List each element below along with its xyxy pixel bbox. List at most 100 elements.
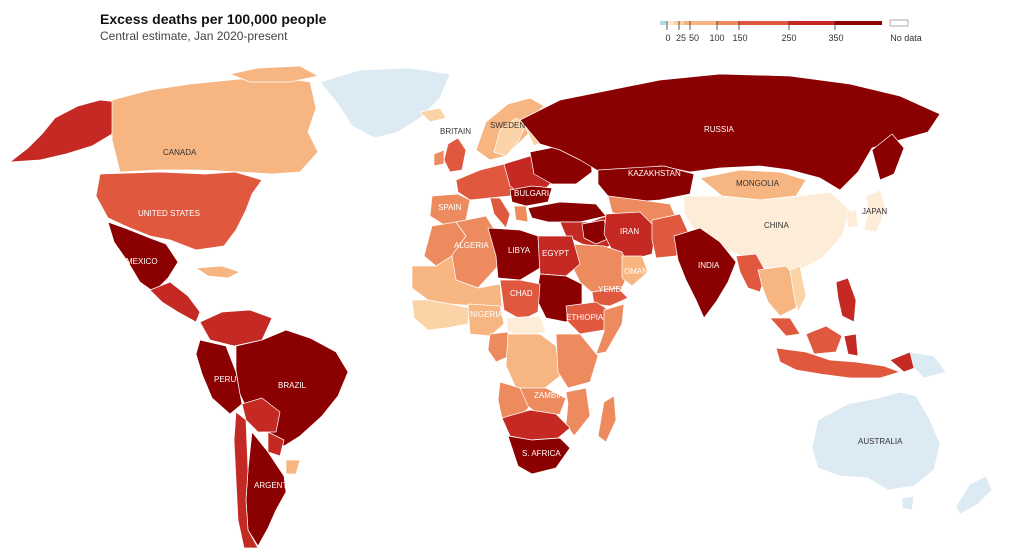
united-states [95, 171, 263, 251]
label-mexico: MEXICO [126, 257, 158, 266]
libya [487, 227, 541, 281]
legend-tick-50: 50 [689, 33, 699, 43]
label-iran: IRAN [620, 227, 639, 236]
country-labels: CANADA UNITED STATES MEXICO PERU BRAZIL … [126, 121, 903, 490]
new-zealand [955, 475, 993, 515]
east-africa [555, 333, 599, 389]
chart-header: Excess deaths per 100,000 people Central… [100, 10, 326, 44]
southeast-asia [757, 265, 801, 317]
philippines [835, 277, 857, 323]
label-argentina: ARGENTINA [254, 481, 301, 490]
label-zambia: ZAMBIA [534, 391, 564, 400]
tasmania [901, 495, 915, 511]
chile [233, 411, 259, 549]
mexico [107, 221, 179, 293]
legend-tick-150: 150 [732, 33, 747, 43]
legend-tick-250: 250 [781, 33, 796, 43]
legend-swatch-50-100 [684, 21, 717, 25]
map-title: Excess deaths per 100,000 people [100, 11, 327, 27]
arctic-islands [229, 65, 319, 83]
paraguay [267, 431, 285, 457]
kazakhstan [597, 165, 695, 203]
legend-no-data-label: No data [890, 33, 922, 43]
india [673, 227, 737, 319]
northern-south-america [199, 309, 273, 347]
label-chad: CHAD [510, 289, 533, 298]
peru [195, 339, 243, 415]
label-britain: BRITAIN [440, 127, 471, 136]
italy [489, 197, 511, 229]
legend-swatch-250-350 [789, 21, 835, 25]
label-kazakhstan: KAZAKHSTAN [628, 169, 681, 178]
canada [111, 75, 319, 175]
label-australia: AUSTRALIA [858, 437, 903, 446]
central-african-republic [505, 315, 547, 337]
label-india: INDIA [698, 261, 720, 270]
label-sweden: SWEDEN [490, 121, 525, 130]
iceland [419, 107, 447, 123]
turkey [527, 201, 607, 223]
alaska [9, 99, 119, 163]
label-canada: CANADA [163, 148, 197, 157]
south-africa [507, 435, 571, 475]
label-egypt: EGYPT [542, 249, 569, 258]
legend-swatch-0-25 [666, 21, 674, 25]
mozambique [565, 387, 591, 437]
legend-tick-100: 100 [709, 33, 724, 43]
japan [863, 189, 887, 233]
legend-swatch-negative [660, 21, 666, 25]
chad [499, 279, 541, 321]
vietnam [789, 265, 807, 313]
greenland [319, 67, 451, 139]
myanmar [735, 253, 767, 293]
label-brazil: BRAZIL [278, 381, 307, 390]
legend-tick-350: 350 [828, 33, 843, 43]
nigeria [467, 303, 505, 337]
label-nigeria: NIGERIA [470, 310, 504, 319]
label-yemen: YEMEN [598, 285, 627, 294]
bulgaria [509, 185, 553, 207]
papua-new-guinea [909, 351, 947, 379]
greece [513, 205, 529, 223]
label-libya: LIBYA [508, 246, 531, 255]
legend-tick-25: 25 [676, 33, 686, 43]
label-ethiopia: ETHIOPIA [566, 313, 604, 322]
cameroon [487, 331, 511, 363]
borneo [805, 325, 843, 355]
uruguay [285, 459, 301, 475]
label-oman: OMAN [624, 267, 648, 276]
label-united-states: UNITED STATES [138, 209, 200, 218]
label-mongolia: MONGOLIA [736, 179, 780, 188]
caribbean [195, 265, 241, 279]
legend-swatch-no-data [889, 19, 909, 27]
legend-swatch-100-150 [717, 21, 739, 25]
egypt [537, 235, 581, 277]
australia [811, 391, 941, 491]
legend-tick-0: 0 [665, 33, 670, 43]
label-china: CHINA [764, 221, 790, 230]
malaysia [769, 317, 801, 337]
label-spain: SPAIN [438, 203, 462, 212]
dr-congo [505, 333, 561, 393]
label-peru: PERU [214, 375, 236, 384]
iraq [581, 219, 611, 245]
legend-swatch-350-plus [835, 21, 882, 25]
kamchatka [871, 133, 905, 181]
color-legend: 0 25 50 100 150 250 350 No data [660, 16, 960, 50]
map-subtitle: Central estimate, Jan 2020-present [100, 29, 288, 43]
sulawesi [843, 333, 859, 357]
korea [845, 209, 859, 229]
oman [621, 255, 649, 287]
britain [443, 137, 467, 173]
label-algeria: ALGERIA [454, 241, 489, 250]
label-s-africa: S. AFRICA [522, 449, 561, 458]
somalia [595, 303, 625, 355]
label-japan: JAPAN [862, 207, 887, 216]
label-russia: RUSSIA [704, 125, 734, 134]
zambia [519, 387, 567, 417]
indonesia [775, 347, 901, 379]
madagascar [597, 395, 617, 443]
west-africa [411, 299, 471, 331]
legend-swatch-150-250 [739, 21, 789, 25]
